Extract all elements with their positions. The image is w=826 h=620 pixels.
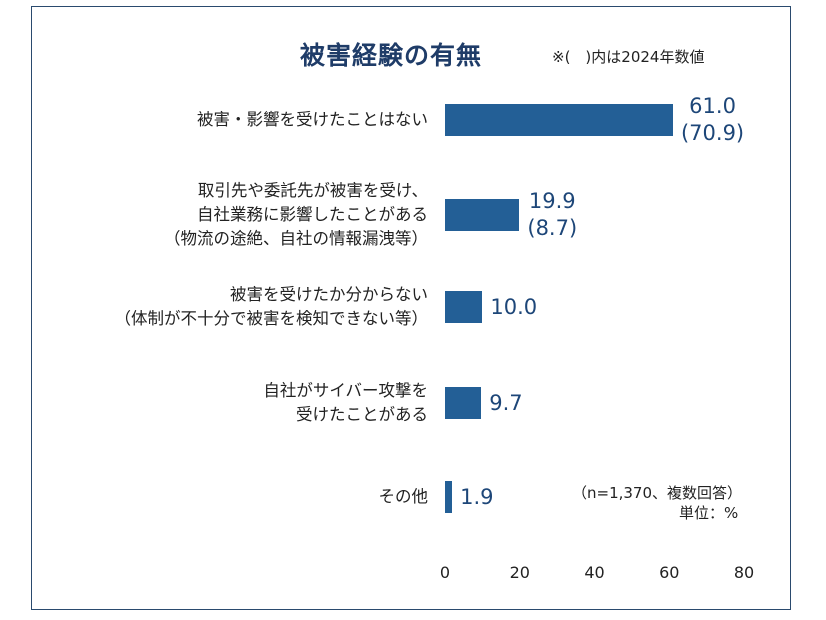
- category-label-line: 取引先や委託先が被害を受け、: [197, 181, 428, 200]
- bar: [445, 481, 453, 513]
- value-label: 10.0: [490, 294, 538, 319]
- previous-value-label: (70.9): [680, 121, 745, 145]
- chart-title: 被害経験の有無: [300, 41, 483, 70]
- bar: [445, 291, 483, 323]
- value-label-group: 9.7: [489, 390, 522, 417]
- category-label-line: 自社業務に影響したことがある: [197, 205, 428, 224]
- value-label-group: 10.0: [490, 294, 537, 321]
- value-label: 9.7: [489, 390, 523, 415]
- value-label: 19.9: [528, 189, 576, 213]
- unit-note: 単位：%: [679, 504, 739, 522]
- category-label: 被害を受けたか分からない （体制が不十分で被害を検知できない等）: [115, 283, 429, 331]
- category-label: 被害・影響を受けたことはない: [197, 108, 428, 132]
- value-label: 61.0: [689, 94, 736, 118]
- category-label: その他: [379, 485, 429, 509]
- category-label: 取引先や委託先が被害を受け、 自社業務に影響したことがある （物流の途絶、自社の情報…: [164, 179, 428, 251]
- x-tick-label: 60: [659, 563, 680, 582]
- bar: [445, 387, 482, 419]
- previous-value-label: (8.7): [527, 216, 578, 240]
- bar: [445, 199, 520, 231]
- category-label-line: その他: [378, 487, 429, 506]
- value-label-group: 19.9 (8.7): [527, 188, 577, 242]
- bar: [445, 104, 673, 136]
- x-tick-label: 40: [584, 563, 605, 582]
- category-label-line: （物流の途絶、自社の情報漏洩等）: [164, 229, 428, 248]
- x-tick-label: 80: [733, 563, 755, 582]
- category-label-line: 被害を受けたか分からない: [230, 285, 428, 304]
- sample-note: （n=1,370、複数回答）: [572, 484, 743, 502]
- category-label-line: （体制が不十分で被害を検知できない等）: [114, 309, 429, 328]
- value-label-group: 61.0 (70.9): [681, 93, 744, 147]
- x-tick-label: 20: [509, 563, 530, 582]
- category-label-line: 自社がサイバー攻撃を: [263, 381, 428, 400]
- chart-note: ※( )内は2024年数値: [552, 48, 705, 66]
- value-label-group: 1.9: [460, 484, 493, 511]
- category-label: 自社がサイバー攻撃を受けたことがある: [263, 379, 428, 427]
- category-label-line: 受けたことがある: [296, 405, 428, 424]
- value-label: 1.9: [460, 484, 494, 509]
- x-tick-label: 0: [439, 563, 451, 582]
- category-label-line: 被害・影響を受けたことはない: [197, 110, 428, 129]
